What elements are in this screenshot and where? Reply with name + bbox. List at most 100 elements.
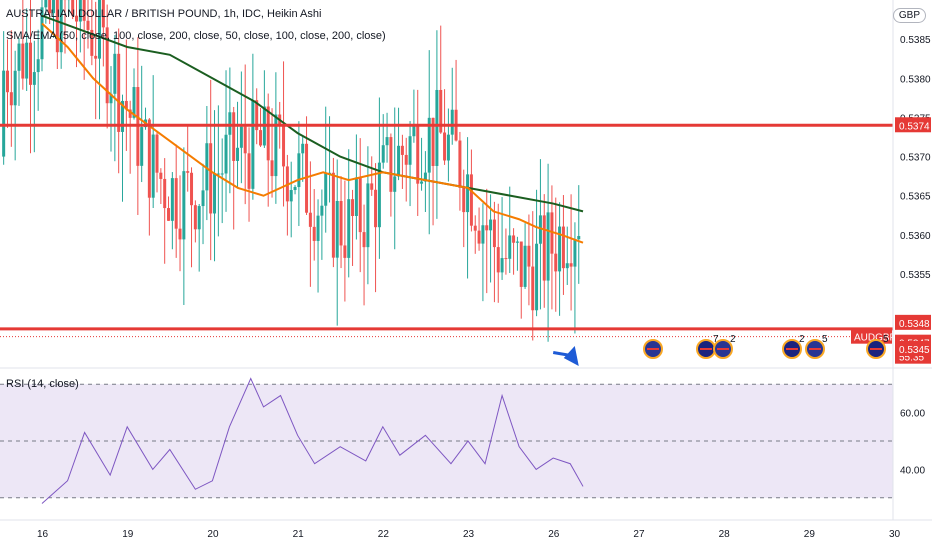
candle-body <box>5 70 9 93</box>
candle-body <box>132 87 136 118</box>
candle-body <box>113 53 117 94</box>
candle-body <box>385 137 389 146</box>
candle-body <box>243 126 247 154</box>
time-tick-label: 26 <box>548 529 560 540</box>
candle-body <box>416 124 420 184</box>
candle-body <box>535 243 539 311</box>
candle-body <box>485 225 489 231</box>
candle-body <box>312 226 316 241</box>
candle-body <box>40 7 44 60</box>
candle-body <box>71 0 75 16</box>
resistance-price-tag: 0.5374 <box>899 121 930 132</box>
candle-body <box>577 236 581 240</box>
candle-body <box>21 43 25 79</box>
rsi-legend[interactable]: RSI (14, close) <box>6 378 79 390</box>
candle-body <box>542 215 546 281</box>
candle-body <box>412 124 416 137</box>
candle-body <box>301 143 305 154</box>
candle-body <box>163 178 167 209</box>
candle-body <box>220 173 224 175</box>
candle-body <box>366 183 370 248</box>
candle-body <box>351 199 355 217</box>
rsi-tick-label: 40.00 <box>900 465 925 476</box>
price-tick-label: 0.5365 <box>900 192 931 203</box>
candle-body <box>98 0 102 59</box>
candle-body <box>523 245 527 287</box>
candle-body <box>266 106 270 161</box>
candle-body <box>496 247 500 273</box>
candle-body <box>59 0 63 53</box>
candle-body <box>94 55 98 59</box>
candle-body <box>573 239 577 267</box>
price-tick-label: 0.5370 <box>900 153 931 164</box>
resistance-price-tag-bg <box>895 117 931 133</box>
candle-body <box>561 226 565 269</box>
candle-body <box>420 181 424 184</box>
candle-body <box>282 124 286 167</box>
candle-body <box>48 0 52 14</box>
time-tick-label: 28 <box>719 529 731 540</box>
candle-body <box>239 126 243 148</box>
price-tick-label: 0.5355 <box>900 270 931 281</box>
support-price-tag-bg <box>895 314 931 330</box>
candle-body <box>492 219 496 248</box>
candle-body <box>397 145 401 177</box>
candle-body <box>477 230 481 244</box>
symbol-tag-bg <box>851 328 892 344</box>
price-tick-label: 0.5380 <box>900 74 931 85</box>
candle-body <box>174 178 178 229</box>
candle-body <box>450 109 454 135</box>
candle-body <box>289 190 293 202</box>
candle-body <box>515 241 519 243</box>
candle-body <box>469 174 473 226</box>
candle-body <box>389 137 393 192</box>
candle-body <box>32 72 36 85</box>
candle-body <box>2 70 6 157</box>
chart-title: AUSTRALIAN DOLLAR / BRITISH POUND, 1h, I… <box>6 8 322 20</box>
candle-body <box>423 172 427 182</box>
indicator-legend[interactable]: SMA/EMA (50, close, 100, close, 200, clo… <box>6 30 386 42</box>
candle-body <box>78 0 82 22</box>
candle-body <box>293 187 297 191</box>
candle-body <box>101 0 105 28</box>
candle-body <box>247 153 251 189</box>
candle-body <box>147 119 151 198</box>
candle-body <box>527 245 531 267</box>
candle-body <box>167 208 171 221</box>
candle-body <box>232 112 236 161</box>
candle-body <box>151 134 155 198</box>
candle-body <box>512 235 516 243</box>
candle-body <box>504 258 508 260</box>
candle-body <box>55 0 59 53</box>
candle-body <box>427 117 431 173</box>
candle-body <box>159 172 163 179</box>
time-tick-label: 23 <box>463 529 475 540</box>
candle-body <box>531 266 535 311</box>
candle-body <box>358 177 362 233</box>
candle-body <box>320 205 324 216</box>
candle-body <box>343 245 347 258</box>
time-tick-label: 16 <box>37 529 49 540</box>
symbol-tag: AUDGBP <box>854 333 897 344</box>
candle-body <box>52 0 56 14</box>
rsi-tick-label: 60.00 <box>900 409 925 420</box>
candle-body <box>117 53 121 132</box>
currency-button[interactable]: GBP <box>892 8 926 23</box>
candle-body <box>251 100 255 189</box>
candle-body <box>274 114 278 177</box>
candle-body <box>25 42 29 79</box>
candle-body <box>75 15 79 22</box>
candle-body <box>140 127 144 166</box>
candle-body <box>255 100 259 131</box>
time-tick-label: 21 <box>293 529 305 540</box>
candle-body <box>9 92 13 106</box>
candle-body <box>565 263 569 269</box>
candle-body <box>443 132 447 161</box>
candle-body <box>339 200 343 246</box>
candle-body <box>316 215 320 241</box>
low-price-tag-bg <box>895 341 931 356</box>
candle-body <box>155 134 159 173</box>
candle-body <box>324 173 328 206</box>
candle-body <box>308 212 312 227</box>
time-tick-label: 22 <box>378 529 390 540</box>
